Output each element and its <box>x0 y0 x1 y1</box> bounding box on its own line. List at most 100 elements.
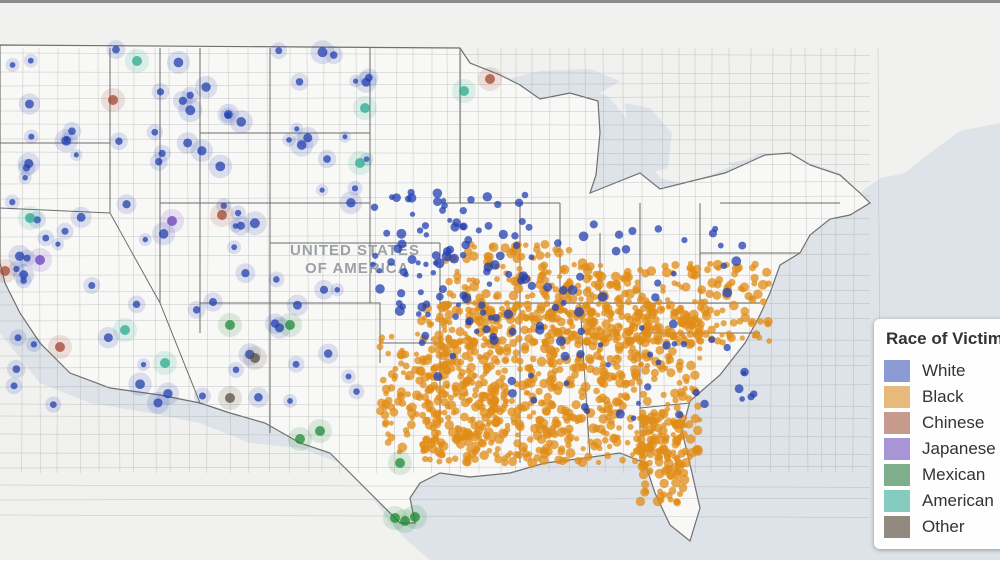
black-victim-marker[interactable] <box>512 349 520 357</box>
black-victim-marker[interactable] <box>486 308 495 317</box>
black-victim-marker[interactable] <box>697 417 703 423</box>
black-victim-marker[interactable] <box>466 362 476 372</box>
black-victim-marker[interactable] <box>402 362 410 370</box>
black-victim-marker[interactable] <box>541 399 548 406</box>
white-victim-marker[interactable] <box>482 192 493 202</box>
black-victim-marker[interactable] <box>409 415 415 421</box>
black-victim-marker[interactable] <box>683 378 690 385</box>
black-victim-marker[interactable] <box>689 265 696 273</box>
black-victim-marker[interactable] <box>478 439 487 448</box>
white-victim-marker[interactable] <box>22 174 28 181</box>
black-victim-marker[interactable] <box>539 378 549 389</box>
white-victim-marker[interactable] <box>178 96 187 105</box>
black-victim-marker[interactable] <box>537 271 546 280</box>
black-victim-marker[interactable] <box>671 280 678 286</box>
black-victim-marker[interactable] <box>452 407 460 415</box>
black-victim-marker[interactable] <box>445 277 453 286</box>
black-victim-marker[interactable] <box>612 437 622 447</box>
black-victim-marker[interactable] <box>499 305 505 312</box>
white-victim-marker[interactable] <box>717 242 724 249</box>
black-victim-marker[interactable] <box>488 243 495 250</box>
black-victim-marker[interactable] <box>759 298 767 306</box>
black-victim-marker[interactable] <box>597 327 605 336</box>
black-victim-marker[interactable] <box>446 290 454 297</box>
white-victim-marker[interactable] <box>323 349 333 358</box>
black-victim-marker[interactable] <box>388 420 394 426</box>
black-victim-marker[interactable] <box>658 446 667 454</box>
white-victim-marker[interactable] <box>483 262 493 272</box>
black-victim-marker[interactable] <box>464 285 472 293</box>
white-victim-marker[interactable] <box>156 88 165 96</box>
white-victim-marker[interactable] <box>438 285 447 294</box>
white-victim-marker[interactable] <box>422 300 431 308</box>
white-victim-marker[interactable] <box>447 217 453 223</box>
black-victim-marker[interactable] <box>652 448 661 457</box>
black-victim-marker[interactable] <box>586 262 595 271</box>
black-victim-marker[interactable] <box>465 335 472 342</box>
black-victim-marker[interactable] <box>686 360 696 371</box>
black-victim-marker[interactable] <box>557 447 566 456</box>
black-victim-marker[interactable] <box>670 388 680 399</box>
white-victim-marker[interactable] <box>370 261 376 268</box>
black-victim-marker[interactable] <box>522 453 532 462</box>
black-victim-marker[interactable] <box>437 441 445 449</box>
black-victim-marker[interactable] <box>403 430 411 438</box>
black-victim-marker[interactable] <box>513 406 522 415</box>
black-victim-marker[interactable] <box>653 423 663 433</box>
black-victim-marker[interactable] <box>609 328 620 338</box>
black-victim-marker[interactable] <box>618 312 626 320</box>
black-victim-marker[interactable] <box>714 337 722 345</box>
white-victim-marker[interactable] <box>459 206 467 215</box>
black-victim-marker[interactable] <box>557 274 563 280</box>
black-victim-marker[interactable] <box>421 355 432 366</box>
white-victim-marker[interactable] <box>486 281 493 287</box>
black-victim-marker[interactable] <box>509 338 518 348</box>
white-victim-marker[interactable] <box>577 327 585 336</box>
black-victim-marker[interactable] <box>601 309 608 317</box>
white-victim-marker[interactable] <box>132 300 141 309</box>
black-victim-marker[interactable] <box>523 300 532 309</box>
white-victim-marker[interactable] <box>197 146 207 156</box>
black-victim-marker[interactable] <box>492 386 500 394</box>
japanese-victim-marker[interactable] <box>35 255 45 265</box>
black-victim-marker[interactable] <box>425 421 434 430</box>
black-victim-marker[interactable] <box>517 366 524 373</box>
white-victim-marker[interactable] <box>319 285 329 294</box>
white-victim-marker[interactable] <box>372 252 379 259</box>
black-victim-marker[interactable] <box>486 361 495 371</box>
black-victim-marker[interactable] <box>661 435 669 443</box>
black-victim-marker[interactable] <box>659 409 669 419</box>
black-victim-marker[interactable] <box>488 439 495 446</box>
japanese-victim-marker[interactable] <box>167 216 177 226</box>
white-victim-marker[interactable] <box>479 309 487 316</box>
white-victim-marker[interactable] <box>435 292 444 301</box>
black-victim-marker[interactable] <box>680 469 689 477</box>
black-victim-marker[interactable] <box>494 276 500 283</box>
black-victim-marker[interactable] <box>462 429 473 440</box>
black-victim-marker[interactable] <box>591 339 598 346</box>
black-victim-marker[interactable] <box>605 310 615 319</box>
chinese-victim-marker[interactable] <box>485 74 495 84</box>
white-victim-marker[interactable] <box>76 212 86 222</box>
black-victim-marker[interactable] <box>612 279 621 287</box>
black-victim-marker[interactable] <box>652 496 663 507</box>
black-victim-marker[interactable] <box>712 291 722 300</box>
black-victim-marker[interactable] <box>687 269 697 279</box>
black-victim-marker[interactable] <box>535 251 545 260</box>
white-victim-marker[interactable] <box>122 200 131 209</box>
black-victim-marker[interactable] <box>441 323 448 330</box>
black-victim-marker[interactable] <box>420 444 431 454</box>
white-victim-marker[interactable] <box>346 198 356 208</box>
black-victim-marker[interactable] <box>549 316 556 323</box>
white-victim-marker[interactable] <box>750 390 758 398</box>
white-victim-marker[interactable] <box>409 211 416 217</box>
black-victim-marker[interactable] <box>655 346 665 355</box>
black-victim-marker[interactable] <box>536 302 547 312</box>
black-victim-marker[interactable] <box>627 349 634 355</box>
black-victim-marker[interactable] <box>681 334 687 340</box>
white-victim-marker[interactable] <box>236 221 245 230</box>
black-victim-marker[interactable] <box>565 441 572 449</box>
black-victim-marker[interactable] <box>482 371 488 377</box>
black-victim-marker[interactable] <box>627 379 636 387</box>
black-victim-marker[interactable] <box>660 284 666 290</box>
